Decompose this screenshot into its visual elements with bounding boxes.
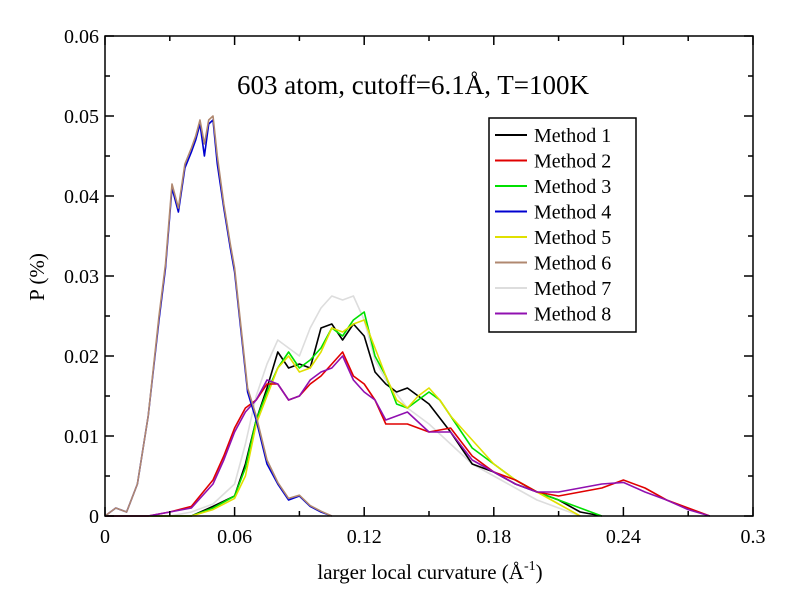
legend-label-method-3: Method 3 <box>534 176 611 198</box>
chart-title: 603 atom, cutoff=6.1Å, T=100K <box>237 70 589 100</box>
y-tick-label: 0.04 <box>64 186 99 208</box>
legend-label-method-6: Method 6 <box>534 253 611 275</box>
y-tick-label: 0 <box>89 506 99 528</box>
x-tick-label: 0 <box>100 526 110 548</box>
series-line-method-8 <box>105 355 711 517</box>
series-line-method-6 <box>104 115 333 517</box>
legend-label-method-8: Method 8 <box>534 304 611 326</box>
y-tick-label: 0.03 <box>64 266 99 288</box>
series-layer <box>104 115 711 517</box>
y-tick-label: 0.05 <box>64 106 99 128</box>
legend-box <box>488 117 637 333</box>
tick-labels-layer: 0 0.06 0.12 0.18 0.24 0.3 0 0.01 0.02 0.03 0.04 0.0… <box>64 26 766 548</box>
series-line-method-5 <box>105 319 581 517</box>
legend-label-method-1: Method 1 <box>534 125 611 147</box>
x-axis-title: larger local curvature (Å-1) <box>317 559 542 584</box>
ticks-layer <box>104 35 754 517</box>
y-tick-label: 0.01 <box>64 426 99 448</box>
x-axis-title-superscript: -1 <box>524 559 536 574</box>
x-tick-label: 0.24 <box>606 526 641 548</box>
y-axis-title: P (%) <box>25 253 49 301</box>
x-tick-label: 0.06 <box>217 526 252 548</box>
series-line-method-7 <box>105 295 581 517</box>
legend-label-method-7: Method 7 <box>534 278 611 300</box>
legend-label-method-5: Method 5 <box>534 227 611 249</box>
legend: Method 1 Method 2 Method 3 Method 4 Method 5… <box>488 117 637 333</box>
x-axis-title-close: ) <box>536 560 543 584</box>
x-axis-title-main: larger local curvature (Å <box>317 560 524 584</box>
series-line-method-2 <box>105 351 711 517</box>
x-tick-label: 0.12 <box>347 526 382 548</box>
y-tick-label: 0.02 <box>64 346 99 368</box>
y-tick-label: 0.06 <box>64 26 99 48</box>
legend-label-method-2: Method 2 <box>534 151 611 173</box>
series-line-method-3 <box>105 311 603 517</box>
x-tick-label: 0.18 <box>476 526 511 548</box>
x-tick-label: 0.3 <box>741 526 766 548</box>
legend-label-method-4: Method 4 <box>534 202 611 224</box>
